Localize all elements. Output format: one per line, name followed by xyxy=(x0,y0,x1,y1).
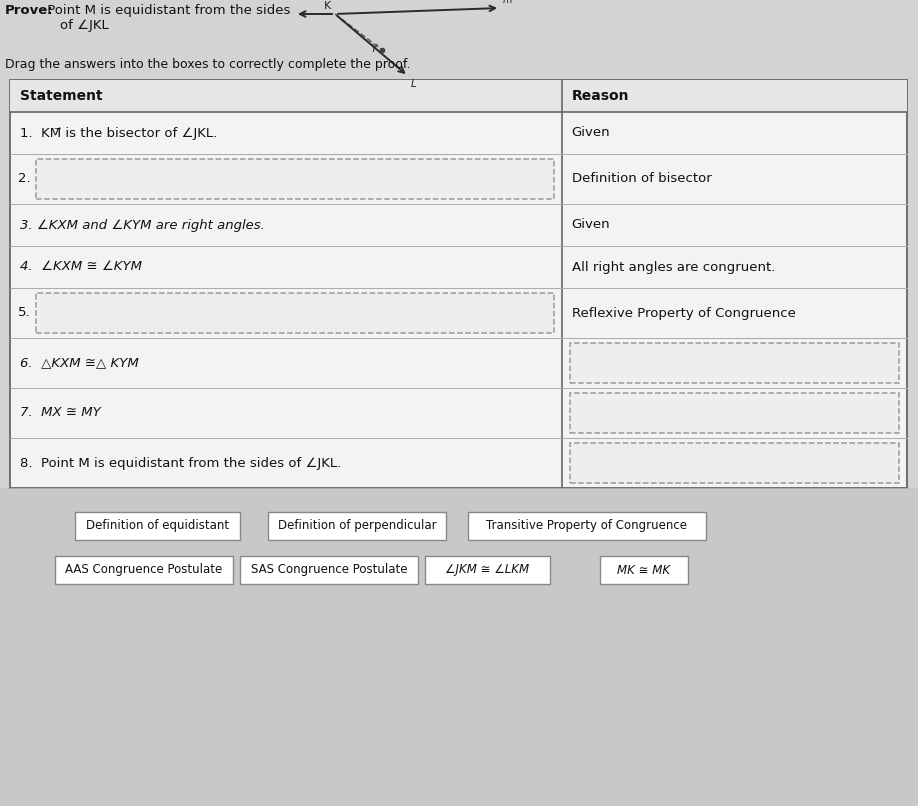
Text: Y: Y xyxy=(371,44,377,54)
Bar xyxy=(468,512,706,540)
Bar xyxy=(570,443,899,483)
Bar xyxy=(55,556,233,584)
Text: L: L xyxy=(411,79,417,89)
Bar xyxy=(570,343,899,383)
Text: SAS Congruence Postulate: SAS Congruence Postulate xyxy=(251,563,408,576)
Bar xyxy=(425,556,550,584)
Text: 8.  Point M is equidistant from the sides of ∠JKL.: 8. Point M is equidistant from the sides… xyxy=(20,456,341,470)
Text: Definition of equidistant: Definition of equidistant xyxy=(86,520,230,533)
Text: Point M is equidistant from the sides
    of ∠JKL: Point M is equidistant from the sides of… xyxy=(43,4,290,32)
Bar xyxy=(600,556,688,584)
Text: 3. ∠KXM and ∠KYM are right angles.: 3. ∠KXM and ∠KYM are right angles. xyxy=(20,218,265,231)
Text: Prove:: Prove: xyxy=(5,4,53,17)
Bar xyxy=(570,393,899,433)
Bar xyxy=(75,512,240,540)
Text: Drag the answers into the boxes to correctly complete the proof.: Drag the answers into the boxes to corre… xyxy=(5,58,410,71)
Text: Reflexive Property of Congruence: Reflexive Property of Congruence xyxy=(572,306,796,319)
Text: Reason: Reason xyxy=(572,89,629,103)
Text: All right angles are congruent.: All right angles are congruent. xyxy=(572,260,775,273)
Bar xyxy=(36,159,554,199)
Text: 1.  KM⃗ is the bisector of ∠JKL.: 1. KM⃗ is the bisector of ∠JKL. xyxy=(20,127,218,139)
Text: Statement: Statement xyxy=(20,89,103,103)
Text: Given: Given xyxy=(572,127,610,139)
Bar xyxy=(240,556,418,584)
Text: Given: Given xyxy=(572,218,610,231)
Text: ∠JKM ≅ ∠LKM: ∠JKM ≅ ∠LKM xyxy=(445,563,530,576)
Bar xyxy=(268,512,446,540)
Text: 4.  ∠KXM ≅ ∠KYM: 4. ∠KXM ≅ ∠KYM xyxy=(20,260,142,273)
Bar xyxy=(0,488,918,806)
Text: K: K xyxy=(324,1,331,11)
Text: 2.: 2. xyxy=(18,172,30,185)
Text: 6.  △KXM ≅△ KYM: 6. △KXM ≅△ KYM xyxy=(20,356,139,369)
Text: MK ≅ MK: MK ≅ MK xyxy=(618,563,670,576)
Bar xyxy=(10,80,907,112)
Text: Transitive Property of Congruence: Transitive Property of Congruence xyxy=(487,520,688,533)
Text: m: m xyxy=(503,0,512,5)
Text: AAS Congruence Postulate: AAS Congruence Postulate xyxy=(65,563,223,576)
Bar xyxy=(10,80,907,488)
Text: 7.  MX ≅ MY: 7. MX ≅ MY xyxy=(20,406,101,419)
Text: Definition of bisector: Definition of bisector xyxy=(572,172,711,185)
Text: 5.: 5. xyxy=(18,306,30,319)
Text: Definition of perpendicular: Definition of perpendicular xyxy=(277,520,436,533)
Bar xyxy=(36,293,554,333)
